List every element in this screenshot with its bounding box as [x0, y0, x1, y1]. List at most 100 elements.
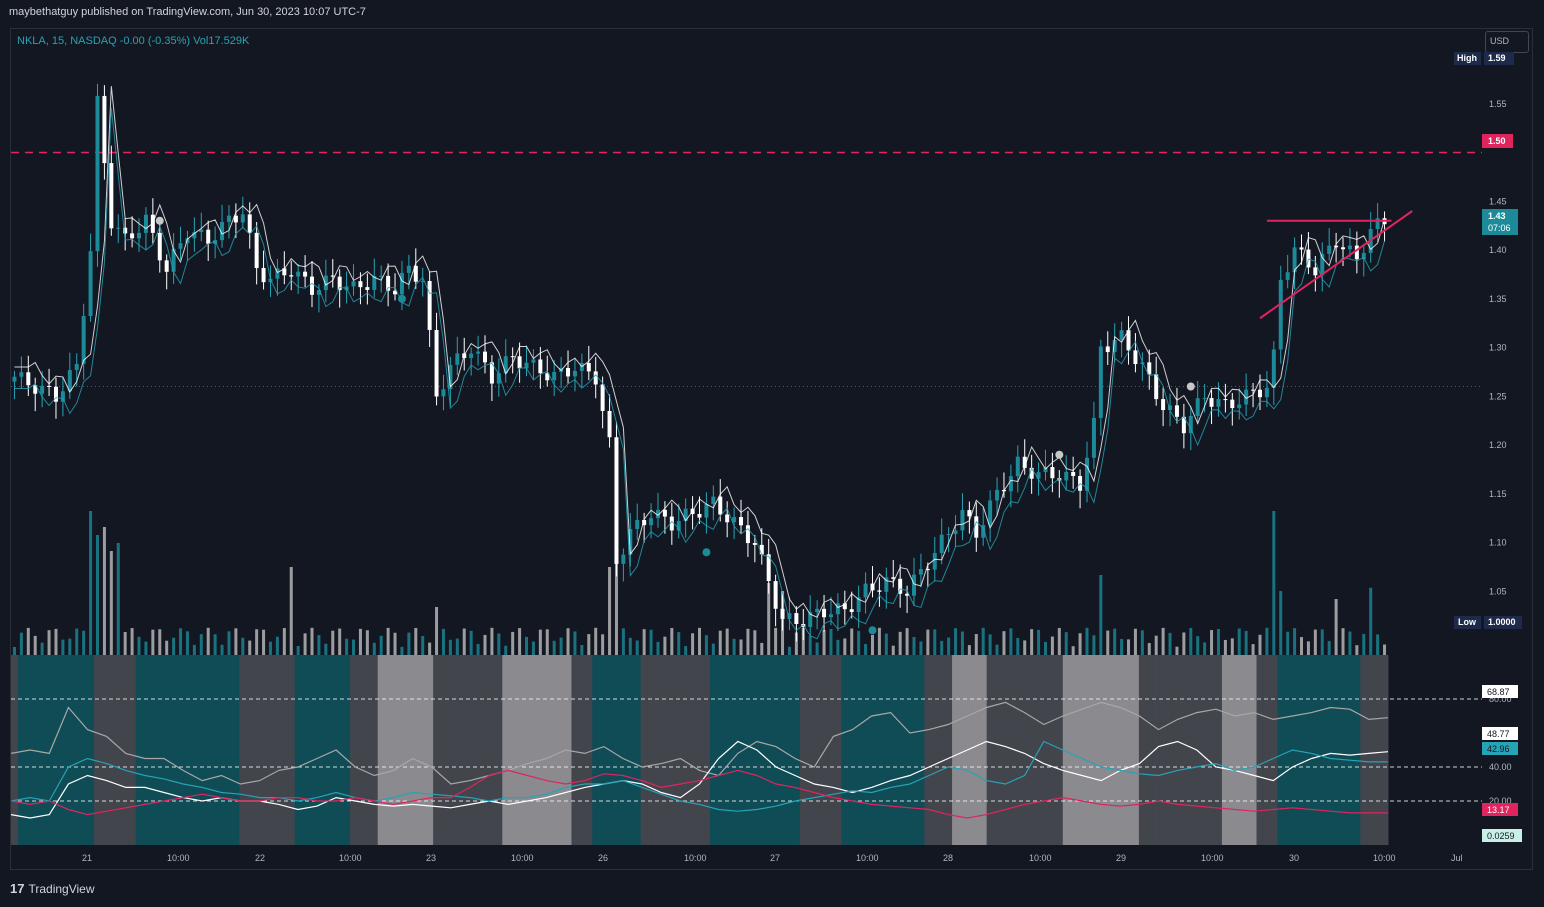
oscillator-zone [619, 655, 628, 845]
volume-bar [1133, 628, 1137, 655]
time-axis-label: 28 [943, 853, 953, 863]
candle-body [109, 163, 114, 229]
oscillator-zone [557, 655, 566, 845]
volume-bar [1355, 645, 1359, 655]
volume-bar [95, 535, 99, 655]
candle-body [995, 489, 1000, 501]
candle-body [67, 370, 72, 392]
volume-bar [559, 637, 563, 655]
volume-bar [580, 644, 584, 655]
volume-bar [698, 627, 701, 655]
lower-band-line [14, 107, 1386, 640]
volume-bar [379, 635, 383, 655]
candle-body [123, 227, 128, 234]
candle-body [1251, 389, 1256, 391]
oscillator-zone [1201, 655, 1209, 845]
volume-bar [476, 643, 480, 655]
volume-bar [635, 640, 639, 655]
oscillator-zone [1055, 655, 1064, 845]
volume-bar [601, 634, 605, 655]
volume-bar [1251, 644, 1255, 655]
volume-bar [1009, 628, 1013, 655]
volume-bar [1362, 633, 1366, 655]
volume-bar [815, 642, 819, 655]
candle-body [1022, 456, 1027, 468]
oscillator-zone [972, 655, 981, 845]
symbol-info[interactable]: NKLA, 15, NASDAQ -0.00 (-0.35%) Vol17.52… [17, 35, 250, 47]
high-value-badge [1484, 52, 1514, 65]
candle-body [1361, 252, 1366, 260]
price-tick-label: 1.55 [1489, 99, 1507, 109]
time-axis-label: 23 [426, 853, 436, 863]
candle-body [510, 356, 515, 358]
candle-body [1050, 467, 1055, 479]
oscillator-zone [792, 655, 801, 845]
candle-body [877, 590, 882, 592]
candle-body [199, 229, 204, 233]
bar-countdown: 07:06 [1488, 223, 1511, 233]
volume-bar [1376, 634, 1380, 655]
oscillator-zone [190, 655, 199, 845]
oscillator-zone [1194, 655, 1202, 845]
volume-bar [179, 628, 183, 655]
volume-bar [649, 629, 653, 655]
candle-body [787, 613, 792, 619]
oscillator-zone [689, 655, 697, 845]
oscillator-zone [253, 655, 261, 845]
volume-bar [89, 511, 93, 655]
oscillator-zone [377, 655, 386, 845]
volume-bar [448, 639, 452, 655]
oscillator-value-label: 42.96 [1487, 744, 1510, 754]
volume-bar [345, 638, 349, 655]
volume-bar [1279, 591, 1283, 655]
oscillator-zone [419, 655, 427, 845]
candle-body [1257, 389, 1262, 398]
candle-body [1029, 467, 1034, 479]
volume-bar [794, 632, 798, 655]
volume-bar [1030, 629, 1034, 655]
volume-bar [296, 645, 300, 655]
volume-bar [525, 636, 529, 655]
oscillator-zone [11, 655, 19, 845]
oscillator-zone [806, 655, 815, 845]
oscillator-zone [931, 655, 939, 845]
volume-bar [801, 627, 805, 655]
oscillator-zone [1152, 655, 1161, 845]
oscillator-zone [1104, 655, 1112, 845]
volume-bar [1196, 636, 1200, 655]
volume-bar [469, 630, 473, 655]
oscillator-zone [862, 655, 870, 845]
volume-bar [974, 634, 978, 655]
oscillator-zone [869, 655, 877, 845]
oscillator-zone [654, 655, 662, 845]
oscillator-zone [1187, 655, 1195, 845]
volume-bar [511, 631, 515, 655]
candle-body [275, 268, 280, 279]
volume-bar [767, 583, 771, 655]
price-tick-label: 1.10 [1489, 538, 1507, 548]
candle-body [759, 544, 764, 555]
oscillator-zone [1069, 655, 1078, 845]
oscillator-zone [716, 655, 725, 845]
volume-bar [12, 647, 16, 655]
candle-body [939, 534, 944, 553]
candle-body [137, 232, 142, 239]
volume-bar [877, 627, 881, 655]
candle-body [1278, 279, 1283, 350]
oscillator-zone [1381, 655, 1389, 845]
oscillator-zone [246, 655, 254, 845]
volume-bar [538, 629, 542, 655]
volume-bar [192, 644, 196, 655]
candle-body [676, 521, 681, 531]
volume-bar [829, 628, 833, 655]
candle-body [171, 248, 176, 272]
oscillator-zone [958, 655, 967, 845]
oscillator-zone [633, 655, 642, 845]
oscillator-zone [543, 655, 552, 845]
candle-body [655, 509, 660, 519]
oscillator-zone [772, 655, 780, 845]
tradingview-logo[interactable]: 17 TradingView [10, 881, 95, 896]
signal-dot [1055, 450, 1064, 459]
candle-body [247, 214, 252, 233]
